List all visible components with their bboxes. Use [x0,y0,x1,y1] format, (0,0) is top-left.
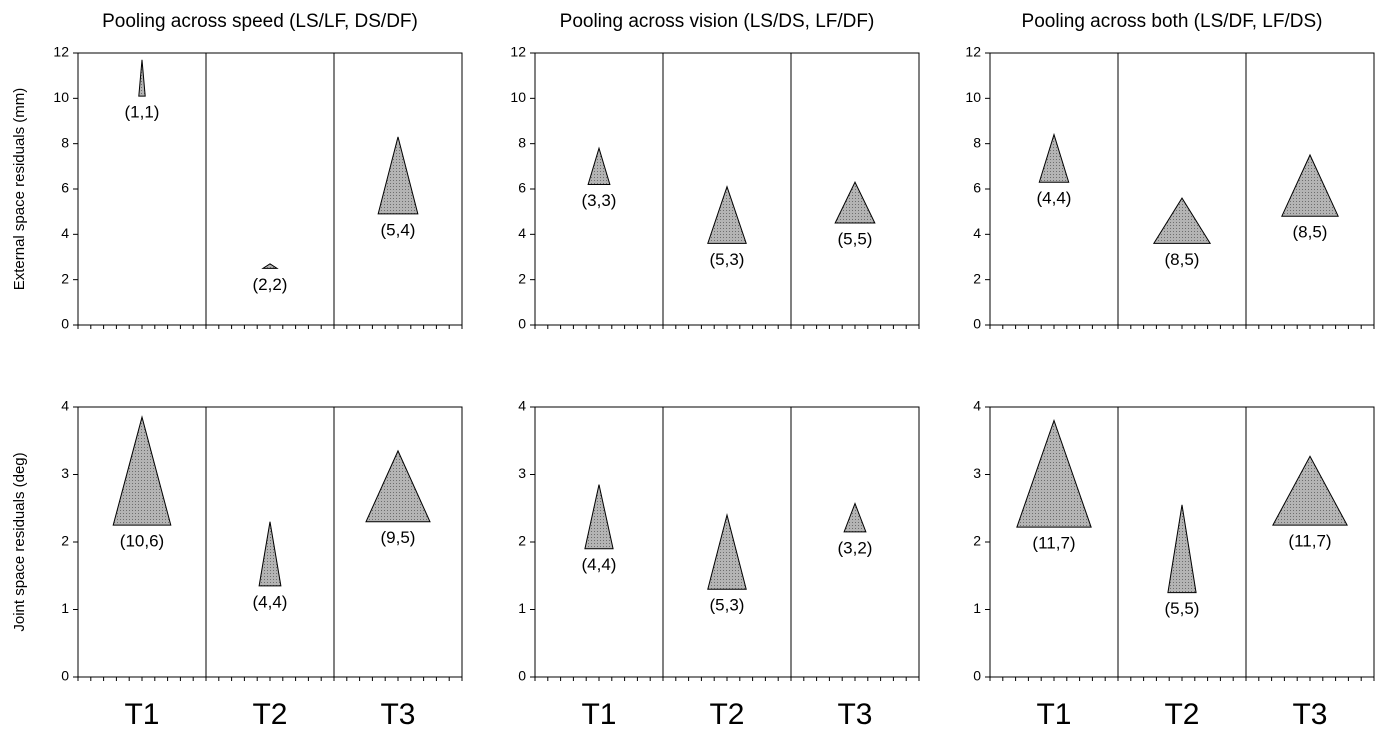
triangle-label: (4,4) [253,592,288,611]
y-tick-label: 2 [973,270,981,286]
triangle [584,484,614,550]
y-tick-label: 8 [973,134,981,150]
triangle [261,263,279,269]
triangle-label: (5,3) [710,250,745,269]
triangle-label: (2,2) [253,275,288,294]
y-tick-label: 2 [973,533,981,549]
x-category-label: T1 [124,698,159,731]
y-tick-label: 3 [61,465,69,481]
x-category-label: T3 [380,698,415,731]
y-tick-label: 3 [518,465,526,481]
y-tick-label: 4 [973,398,981,414]
y-tick-label: 4 [973,225,981,241]
y-tick-label: 4 [61,398,69,414]
triangle-label: (3,3) [582,191,617,210]
y-tick-label: 8 [518,134,526,150]
y-tick-label: 2 [518,533,526,549]
triangle [258,521,282,587]
y-tick-label: 12 [53,44,69,60]
y-tick-label: 1 [973,600,981,616]
triangle [843,502,867,533]
triangle-label: (11,7) [1288,532,1331,551]
triangle [1038,132,1070,183]
x-category-label: T2 [252,698,287,731]
triangle [138,59,146,97]
y-tick-label: 4 [61,225,69,241]
x-category-label: T2 [709,698,744,731]
x-category-label: T3 [837,698,872,731]
y-tick-label: 8 [61,134,69,150]
triangle-label: (4,4) [1037,189,1072,208]
y-tick-label: 0 [518,316,526,332]
y-tick-label: 0 [973,316,981,332]
y-tick-label: 10 [965,89,981,105]
y-tick-label: 6 [518,180,526,196]
triangle-label: (5,5) [838,229,873,248]
x-category-label: T2 [1164,698,1199,731]
y-tick-label: 1 [518,600,526,616]
triangle-label: (11,7) [1032,534,1075,553]
y-tick-label: 10 [510,89,526,105]
triangle [707,513,747,590]
y-tick-label: 2 [61,533,69,549]
y-tick-label: 12 [965,44,981,60]
panel-title: Pooling across both (LS/DF, LF/DS) [1022,11,1323,32]
panel-title: Pooling across speed (LS/LF, DS/DF) [102,11,418,32]
y-tick-label: 10 [53,89,69,105]
y-tick-label: 6 [61,180,69,196]
triangle [587,146,611,185]
triangle-label: (3,2) [838,538,873,557]
triangle-label: (1,1) [125,103,160,122]
triangle [1272,455,1348,526]
triangle [377,136,419,215]
triangle [1152,197,1212,244]
y-axis-label: External space residuals (mm) [11,88,28,291]
triangle [1167,504,1197,594]
triangle [112,415,172,526]
triangle-label: (5,3) [710,596,745,615]
triangle [1281,153,1339,217]
panel-title: Pooling across vision (LS/DS, LF/DF) [560,11,875,32]
x-category-label: T1 [1036,698,1071,731]
triangle-label: (8,5) [1165,250,1200,269]
y-tick-label: 12 [510,44,526,60]
triangle [834,181,876,224]
triangle [365,449,431,523]
y-tick-label: 4 [518,225,526,241]
y-axis-label: Joint space residuals (deg) [11,452,28,631]
y-tick-label: 0 [518,668,526,684]
x-category-label: T1 [581,698,616,731]
triangle-label: (5,4) [381,220,416,239]
triangle-label: (5,5) [1165,599,1200,618]
y-tick-label: 1 [61,600,69,616]
triangle [707,185,747,244]
y-tick-label: 0 [973,668,981,684]
triangle [1016,418,1092,528]
y-tick-label: 0 [61,316,69,332]
y-tick-label: 6 [973,180,981,196]
triangle-label: (4,4) [582,555,617,574]
triangle-label: (8,5) [1293,223,1328,242]
y-tick-label: 2 [61,270,69,286]
y-tick-label: 2 [518,270,526,286]
triangle-label: (10,6) [120,532,164,551]
y-tick-label: 3 [973,465,981,481]
x-category-label: T3 [1292,698,1327,731]
triangle-label: (9,5) [381,528,416,547]
y-tick-label: 0 [61,668,69,684]
y-tick-label: 4 [518,398,526,414]
